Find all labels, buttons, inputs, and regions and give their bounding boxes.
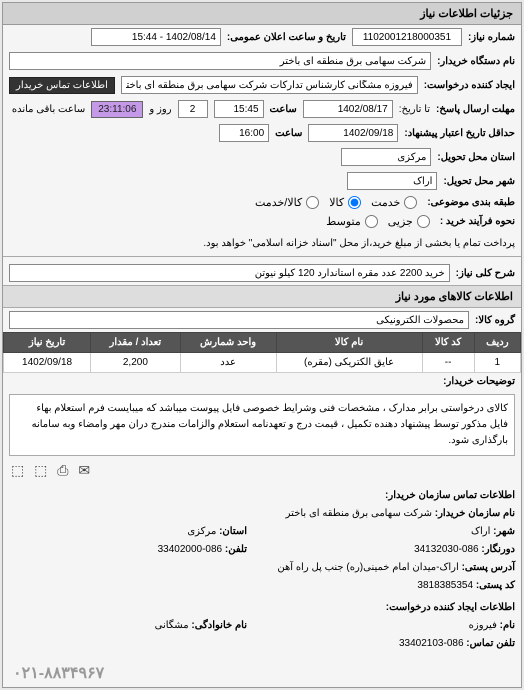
addr: اراک-میدان امام خمینی(ره) جنب پل راه آهن [277, 562, 458, 573]
phone-label: تلفن: [225, 544, 247, 555]
c-city-label: شهر: [493, 526, 515, 537]
table-header: تعداد / مقدار [91, 333, 181, 353]
footer-phone: ۰۲۱-۸۸۳۴۹۶۷ [3, 659, 521, 687]
resp-time-input[interactable] [214, 100, 264, 118]
resp-date-input[interactable] [303, 100, 393, 118]
announce-input[interactable] [91, 28, 221, 46]
radio-goods[interactable] [348, 196, 361, 209]
cphone-label: تلفن تماس: [466, 638, 515, 649]
contact-buyer-button[interactable]: اطلاعات تماس خریدار [9, 77, 115, 94]
radio-medium[interactable] [365, 215, 378, 228]
req-no-input[interactable] [352, 28, 462, 46]
req-no-label: شماره نیاز: [468, 32, 515, 43]
goods-table: ردیفکد کالانام کالاواحد شمارشتعداد / مقد… [3, 332, 521, 373]
valid-time-input[interactable] [219, 124, 269, 142]
radio-partial[interactable] [417, 215, 430, 228]
city-label: شهر محل تحویل: [443, 176, 515, 187]
province-input[interactable] [341, 148, 431, 166]
fax: 086-34132030 [414, 544, 479, 555]
opt-partial: جزیی [388, 215, 413, 228]
phone: 086-33402000 [158, 544, 223, 555]
addr-label: آدرس پستی: [462, 562, 515, 573]
contact-section-title: اطلاعات تماس سازمان خریدار: [9, 487, 515, 505]
group-label: گروه کالا: [475, 315, 515, 326]
opt-both: کالا/خدمت [255, 196, 302, 209]
need-title-input[interactable] [9, 264, 450, 282]
opt-medium: متوسط [326, 215, 361, 228]
city-input[interactable] [347, 172, 437, 190]
valid-date-input[interactable] [308, 124, 398, 142]
table-cell: 2,200 [91, 353, 181, 373]
table-cell: 1 [474, 353, 520, 373]
table-cell: عایق الکتریکی (مقره) [276, 353, 422, 373]
radio-both[interactable] [306, 196, 319, 209]
creator-input[interactable] [121, 76, 418, 94]
c-prov: مرکزی [187, 526, 216, 537]
panel-title: جزئیات اطلاعات نیاز [3, 3, 521, 25]
days-input [178, 100, 208, 118]
goods-section-title: اطلاعات کالاهای مورد نیاز [3, 285, 521, 308]
table-header: واحد شمارش [180, 333, 276, 353]
desc-label: توضیحات خریدار: [443, 376, 515, 387]
need-title-label: شرح کلی نیاز: [456, 268, 515, 279]
opt-goods: کالا [329, 196, 344, 209]
payment-note: پرداخت تمام یا بخشی از مبلغ خرید،از محل … [203, 238, 515, 249]
creator-section-title: اطلاعات ایجاد کننده درخواست: [9, 599, 515, 617]
buyer-name-label: نام دستگاه خریدار: [437, 56, 515, 67]
min-valid-label: حداقل تاریخ اعتبار پیشنهاد: [404, 128, 515, 139]
table-header: کد کالا [422, 333, 474, 353]
announce-label: تاریخ و ساعت اعلان عمومی: [227, 32, 346, 43]
table-row[interactable]: 1--عایق الکتریکی (مقره)عدد2,2001402/09/1… [4, 353, 521, 373]
category-label: طبقه بندی موضوعی: [427, 197, 515, 208]
opt-service: خدمت [371, 196, 400, 209]
remain-label: ساعت باقی مانده [12, 104, 85, 115]
cphone: 086-33402103 [399, 638, 464, 649]
c-prov-label: استان: [219, 526, 247, 537]
org-label: نام سازمان خریدار: [435, 508, 515, 519]
group-input[interactable] [9, 311, 469, 329]
province-label: استان محل تحویل: [437, 152, 515, 163]
cname: فیروزه [469, 620, 497, 631]
table-header: نام کالا [276, 333, 422, 353]
clast-label: نام خانوادگی: [191, 620, 247, 631]
days-label: روز و [149, 104, 171, 115]
c-city: اراک [471, 526, 490, 537]
countdown-timer: 23:11:06 [91, 101, 143, 118]
share-icons[interactable]: ✉ ⎙ ⬚ ⬚ [3, 460, 521, 481]
table-header: ردیف [474, 333, 520, 353]
cname-label: نام: [500, 620, 515, 631]
table-header: تاریخ نیاز [4, 333, 91, 353]
description-text: کالای درخواستی برابر مدارک ، مشخصات فنی … [9, 394, 515, 456]
clast: مشگانی [155, 620, 189, 631]
postal: 3818385354 [417, 580, 473, 591]
creator-label: ایجاد کننده درخواست: [424, 80, 515, 91]
table-cell: 1402/09/18 [4, 353, 91, 373]
postal-label: کد پستی: [476, 580, 515, 591]
org-value: شرکت سهامی برق منطقه ای باختر [286, 508, 432, 519]
payment-label: نحوه فرآیند خرید : [440, 216, 515, 227]
table-cell: عدد [180, 353, 276, 373]
time-label: ساعت [270, 104, 297, 115]
radio-service[interactable] [404, 196, 417, 209]
buyer-name-input[interactable] [9, 52, 431, 70]
table-cell: -- [422, 353, 474, 373]
fax-label: دورنگار: [481, 544, 515, 555]
valid-time-label: ساعت [275, 128, 302, 139]
resp-deadline-label: مهلت ارسال پاسخ: [436, 104, 515, 115]
